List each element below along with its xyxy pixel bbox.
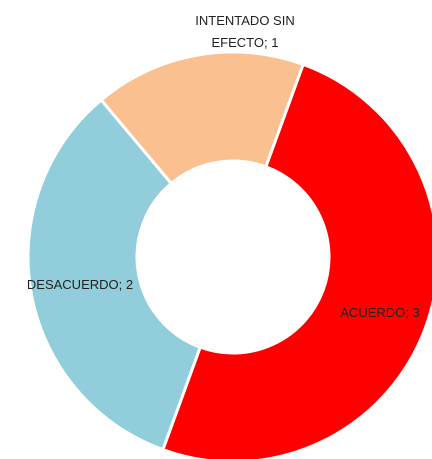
- data-label: INTENTADO SIN EFECTO; 1: [195, 13, 295, 50]
- data-label: ACUERDO; 3: [340, 305, 420, 320]
- donut-slice: [26, 97, 203, 452]
- donut-slice: [160, 62, 432, 459]
- data-label: DESACUERDO; 2: [26, 277, 134, 292]
- donut-slice: [99, 50, 306, 186]
